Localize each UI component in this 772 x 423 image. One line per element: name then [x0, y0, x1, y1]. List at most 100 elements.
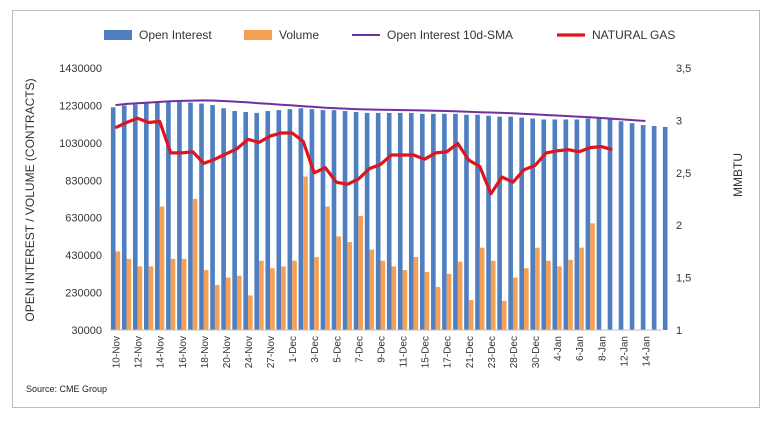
y-right-tick-label: 1 [676, 325, 682, 337]
open-interest-bar [144, 103, 149, 330]
y-right-tick-label: 3 [676, 115, 682, 127]
y-right-tick-label: 1,5 [676, 273, 691, 285]
open-interest-bar [408, 112, 414, 331]
open-interest-bar [110, 107, 116, 330]
open-interest-bar [364, 112, 370, 331]
open-interest-bar [585, 118, 591, 331]
volume-bar [568, 259, 573, 330]
open-interest-bar [651, 126, 657, 330]
y-left-tick-label: 630000 [65, 213, 102, 225]
x-tick-label: 5-Dec [332, 336, 343, 363]
volume-bar [303, 176, 308, 330]
volume-bar [270, 268, 275, 330]
volume-bar [281, 266, 286, 330]
volume-bar [380, 260, 386, 330]
x-tick-label: 21-Dec [465, 336, 476, 368]
x-tick-label: 20-Nov [222, 336, 233, 368]
x-tick-label: 14-Nov [156, 336, 167, 368]
x-tick-label: 11-Dec [399, 336, 410, 368]
legend-swatch-2 [244, 30, 272, 40]
open-interest-bar [475, 114, 480, 331]
x-tick-label: 16-Nov [178, 336, 189, 368]
volume-bar [358, 215, 364, 330]
volume-bar [402, 270, 408, 330]
open-interest-bar [132, 104, 138, 330]
volume-bar [546, 260, 551, 330]
x-tick-label: 12-Nov [134, 336, 145, 368]
volume-bar [292, 260, 297, 330]
natural-gas-price-line [114, 116, 613, 196]
open-interest-bar [420, 113, 425, 330]
volume-bar [248, 295, 253, 330]
volume-bar [159, 206, 165, 330]
open-interest-bar [221, 108, 226, 330]
volume-bar [325, 206, 330, 330]
volume-bar [579, 247, 584, 330]
y-left-tick-label: 30000 [71, 325, 102, 337]
source-note: Source: CME Group [26, 384, 108, 394]
open-interest-bar [541, 119, 547, 330]
x-tick-label: 1-Dec [288, 336, 299, 363]
open-interest-bar [508, 116, 513, 331]
open-interest-bar [298, 108, 304, 330]
volume-bar [214, 285, 220, 330]
x-tick-label: 27-Nov [266, 336, 277, 368]
volume-bar [468, 300, 474, 330]
open-interest-bar [210, 105, 215, 330]
open-interest-bar [607, 119, 613, 330]
open-interest-bar [331, 110, 337, 330]
y-right-tick-label: 2 [676, 220, 682, 232]
open-interest-bar [320, 110, 326, 330]
x-tick-label: 18-Nov [200, 336, 211, 368]
x-tick-label: 12-Jan [619, 336, 630, 367]
open-interest-bar [464, 114, 469, 331]
x-tick-label: 28-Dec [509, 336, 520, 368]
open-interest-bar [640, 125, 646, 330]
volume-bar [524, 268, 529, 330]
x-tick-label: 3-Dec [310, 336, 321, 363]
open-interest-bar [519, 117, 524, 330]
legend-label-3: Open Interest 10d-SMA [387, 28, 513, 42]
open-interest-bar [121, 105, 127, 330]
x-tick-label: 6-Jan [575, 336, 586, 361]
x-tick-label: 15-Dec [421, 336, 432, 368]
y-left-tick-label: 430000 [65, 250, 102, 262]
open-interest-bar [353, 111, 359, 330]
open-interest-bar [453, 113, 458, 330]
open-interest-bar [188, 102, 193, 330]
open-interest-bar [166, 101, 171, 330]
volume-bar [314, 257, 319, 330]
y-left-tick-label: 1230000 [59, 100, 102, 112]
open-interest-bar [618, 121, 624, 330]
open-interest-bar [177, 102, 182, 330]
x-tick-label: 14-Jan [641, 336, 652, 367]
oi-10d-sma-line [115, 99, 646, 122]
volume-bar [501, 300, 507, 330]
volume-bar [137, 266, 143, 330]
volume-bar [126, 258, 132, 330]
open-interest-bar [552, 119, 558, 330]
open-interest-bar [431, 113, 436, 330]
volume-bar [225, 277, 231, 330]
legend-label-2: Volume [279, 28, 319, 42]
volume-bar [336, 236, 341, 330]
open-interest-bar [629, 123, 635, 330]
open-interest-bar [276, 110, 282, 330]
volume-bar [590, 223, 595, 330]
open-interest-bar [342, 111, 348, 331]
legend-label-4: NATURAL GAS [592, 28, 675, 42]
volume-bar [557, 266, 562, 330]
open-interest-bar [243, 111, 248, 330]
volume-bar [170, 258, 176, 330]
open-interest-bar [287, 109, 293, 331]
open-interest-bar [497, 116, 502, 331]
volume-bar [259, 260, 264, 330]
x-tick-label: 23-Dec [487, 336, 498, 368]
volume-bar [192, 199, 198, 330]
open-interest-bar [486, 115, 491, 330]
open-interest-bar [375, 112, 381, 331]
volume-bar [115, 251, 121, 330]
y-left-tick-label: 1430000 [59, 63, 102, 75]
open-interest-bar [442, 113, 447, 330]
